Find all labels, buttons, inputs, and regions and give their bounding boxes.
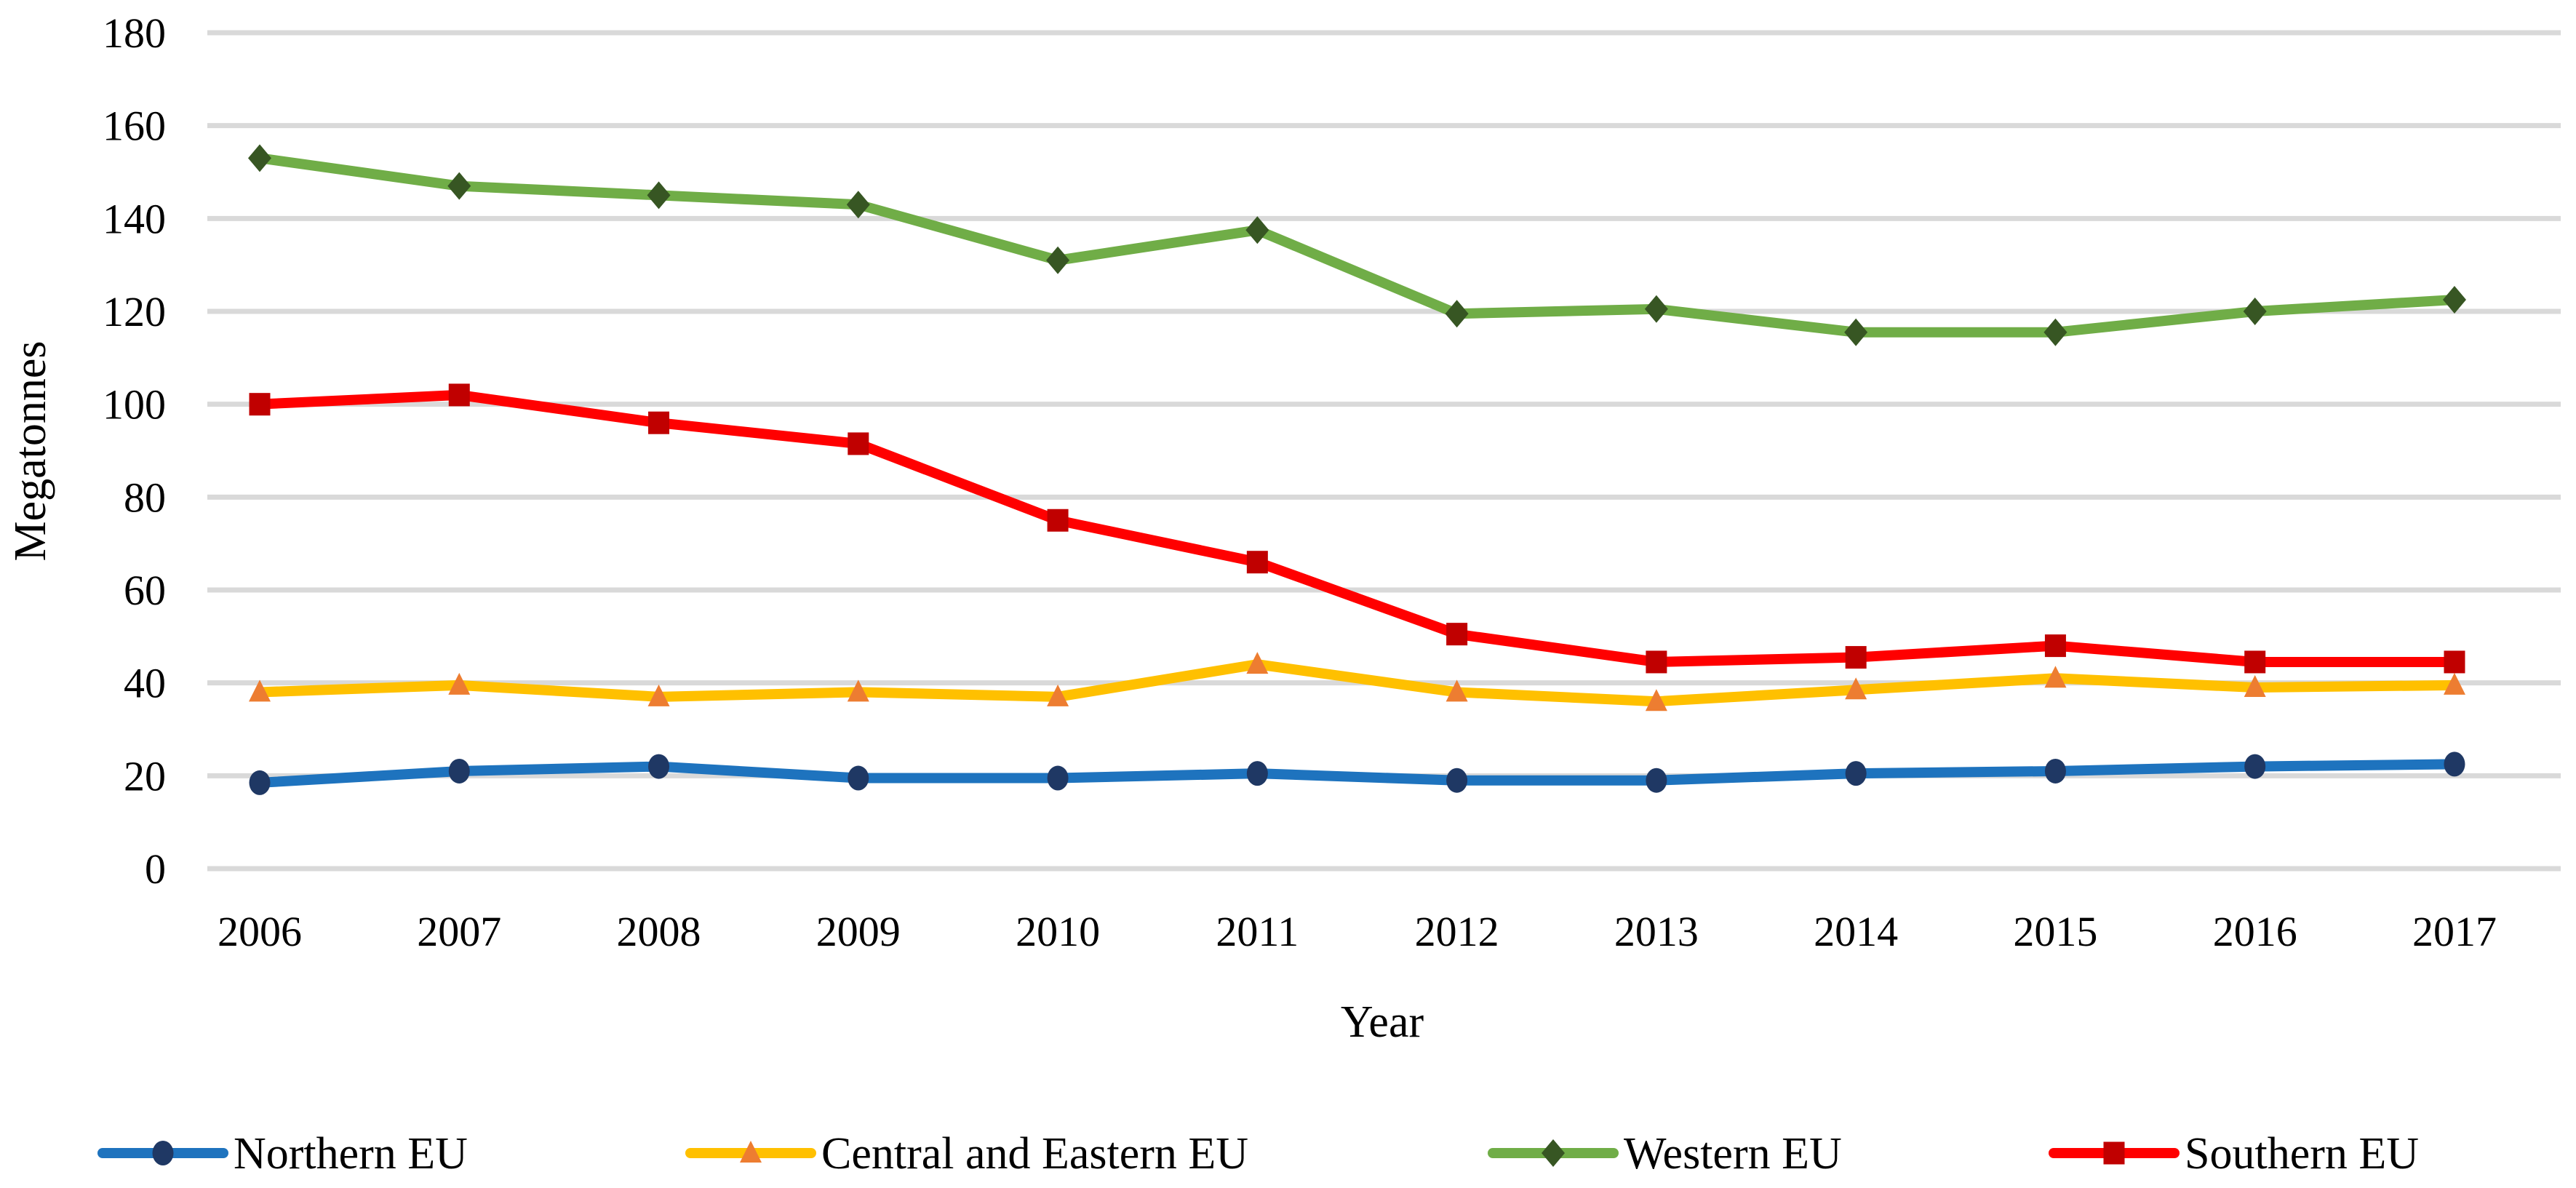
marker-southern-eu (848, 432, 869, 455)
y-axis-title: Megatonnes (6, 340, 55, 561)
marker-western-eu (447, 172, 471, 200)
y-tick-label: 100 (103, 381, 166, 428)
marker-southern-eu (648, 411, 670, 434)
marker-central-and-eastern-eu (249, 679, 271, 702)
marker-southern-eu (448, 383, 470, 407)
legend-item-central-and-eastern-eu: Central and Eastern EU (685, 1129, 1248, 1179)
marker-northern-eu (2244, 754, 2266, 779)
marker-southern-eu (1246, 551, 1268, 574)
series-line-northern-eu (255, 759, 2460, 788)
y-tick-label: 140 (103, 195, 166, 242)
marker-southern-eu (2444, 650, 2465, 674)
legend-marker-northern-eu (152, 1141, 174, 1165)
marker-northern-eu (648, 754, 670, 779)
legend-marker-western-eu (1542, 1139, 1565, 1167)
marker-northern-eu (1047, 765, 1069, 791)
x-tick-label: 2012 (1415, 908, 1499, 955)
marker-central-and-eastern-eu (647, 684, 670, 706)
legend-item-southern-eu: Southern EU (2049, 1129, 2419, 1179)
y-tick-label: 60 (124, 567, 166, 614)
legend-label-southern-eu: Southern EU (2185, 1129, 2419, 1179)
y-tick-label: 180 (103, 9, 166, 57)
series-line-western-eu (255, 153, 2460, 338)
marker-central-and-eastern-eu (2244, 675, 2266, 698)
marker-southern-eu (1047, 509, 1069, 532)
legend-item-western-eu: Western EU (1488, 1129, 1842, 1179)
x-tick-label: 2011 (1216, 908, 1299, 955)
marker-central-and-eastern-eu (448, 672, 471, 695)
x-tick-label: 2009 (816, 908, 901, 955)
marker-western-eu (2043, 318, 2067, 346)
y-tick-label: 160 (103, 103, 166, 150)
legend-item-northern-eu: Northern EU (97, 1129, 468, 1179)
marker-western-eu (248, 144, 271, 172)
marker-central-and-eastern-eu (2443, 672, 2465, 695)
marker-northern-eu (848, 765, 869, 791)
marker-western-eu (1844, 318, 1868, 346)
x-tick-label: 2010 (1016, 908, 1100, 955)
marker-southern-eu (2044, 634, 2066, 658)
marker-northern-eu (1845, 761, 1867, 786)
x-tick-label: 2006 (218, 908, 302, 955)
marker-central-and-eastern-eu (1047, 684, 1069, 706)
legend-label-western-eu: Western EU (1624, 1129, 1842, 1179)
marker-western-eu (1644, 295, 1668, 323)
marker-northern-eu (448, 758, 470, 784)
marker-western-eu (2243, 298, 2267, 326)
legend-label-northern-eu: Northern EU (234, 1129, 468, 1179)
x-tick-label: 2014 (1814, 908, 1898, 955)
y-tick-label: 0 (145, 845, 166, 893)
marker-southern-eu (249, 393, 271, 416)
y-tick-label: 40 (124, 660, 166, 707)
x-tick-label: 2016 (2213, 908, 2297, 955)
marker-northern-eu (1246, 761, 1268, 786)
marker-northern-eu (2044, 758, 2066, 784)
legend-marker-central-and-eastern-eu (740, 1141, 762, 1163)
marker-central-and-eastern-eu (847, 679, 869, 702)
x-tick-label: 2017 (2412, 908, 2497, 955)
marker-southern-eu (1845, 646, 1867, 669)
marker-western-eu (1245, 216, 1269, 244)
marker-western-eu (647, 181, 671, 210)
marker-northern-eu (249, 770, 271, 795)
marker-northern-eu (2444, 752, 2465, 777)
x-tick-label: 2007 (417, 908, 501, 955)
x-axis-title: Year (1341, 997, 1424, 1047)
y-tick-label: 120 (103, 288, 166, 335)
marker-central-and-eastern-eu (1246, 652, 1269, 674)
marker-central-and-eastern-eu (1445, 679, 1468, 702)
marker-western-eu (846, 191, 870, 219)
x-tick-label: 2015 (2013, 908, 2097, 955)
marker-western-eu (1445, 300, 1469, 328)
series-line-southern-eu (255, 389, 2460, 667)
marker-western-eu (1046, 246, 1070, 274)
marker-northern-eu (1446, 768, 1468, 793)
y-tick-label: 20 (124, 752, 166, 800)
marker-southern-eu (1646, 650, 1667, 674)
marker-central-and-eastern-eu (2044, 666, 2067, 688)
x-tick-label: 2008 (617, 908, 701, 955)
legend-marker-southern-eu (2103, 1141, 2125, 1165)
marker-central-and-eastern-eu (1645, 689, 1667, 711)
marker-southern-eu (2244, 650, 2266, 674)
y-tick-label: 80 (124, 474, 166, 521)
x-tick-label: 2013 (1614, 908, 1699, 955)
legend-label-central-and-eastern-eu: Central and Eastern EU (821, 1129, 1248, 1179)
series-line-central-and-eastern-eu (255, 659, 2460, 707)
marker-central-and-eastern-eu (1845, 677, 1867, 700)
marker-southern-eu (1446, 623, 1468, 646)
marker-western-eu (2442, 286, 2466, 314)
marker-northern-eu (1646, 768, 1667, 793)
